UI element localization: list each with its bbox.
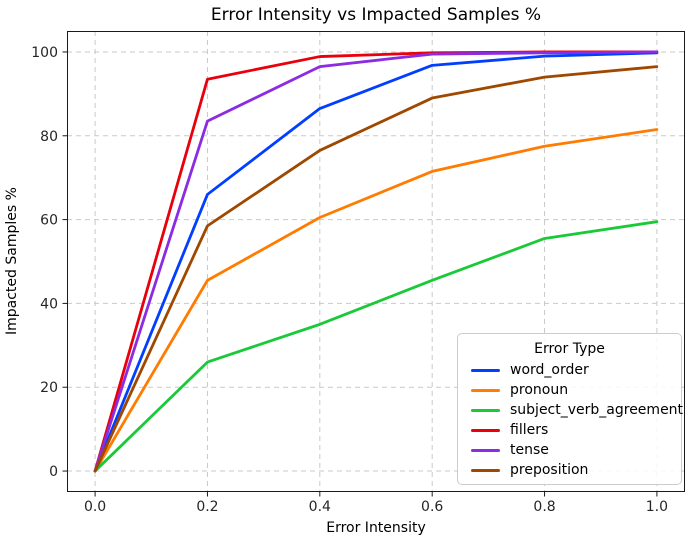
legend-item: word_order: [466, 360, 673, 380]
legend-label: fillers: [510, 422, 549, 438]
series-line-pronoun: [93, 128, 659, 473]
x-tick-label: 0.0: [84, 499, 106, 515]
series-line-subject_verb_agreement: [93, 220, 659, 473]
y-axis-label: Impacted Samples %: [4, 187, 20, 336]
legend-item: preposition: [466, 460, 673, 480]
x-axis-label: Error Intensity: [326, 520, 426, 536]
legend-line-swatch: [471, 468, 500, 472]
y-tick-label: 80: [40, 129, 58, 145]
legend-label: preposition: [510, 462, 589, 478]
legend-item: fillers: [466, 420, 673, 440]
legend-item: pronoun: [466, 380, 673, 400]
y-tick-label: 100: [31, 45, 58, 61]
x-tick-label: 0.2: [196, 499, 218, 515]
legend-line-swatch: [471, 448, 500, 452]
chart-title: Error Intensity vs Impacted Samples %: [210, 5, 542, 25]
legend-line-swatch: [471, 388, 500, 392]
legend-line-swatch: [471, 408, 500, 412]
y-tick-label: 0: [49, 464, 58, 480]
legend-line-swatch: [471, 368, 500, 372]
x-tick-label: 0.6: [421, 499, 443, 515]
legend-label: tense: [510, 442, 549, 458]
series-line-tense: [93, 50, 659, 473]
legend-title: Error Type: [534, 341, 605, 357]
legend-label: pronoun: [510, 382, 569, 398]
x-tick-label: 0.4: [309, 499, 331, 515]
plot-border: [67, 31, 685, 492]
series-line-preposition: [93, 65, 659, 473]
legend-line-swatch: [471, 428, 500, 432]
legend-item: tense: [466, 440, 673, 460]
y-tick-label: 60: [40, 213, 58, 229]
legend-item: subject_verb_agreement: [466, 400, 683, 420]
legend-label: subject_verb_agreement: [510, 402, 684, 418]
x-tick-label: 1.0: [646, 499, 668, 515]
legend-label: word_order: [510, 362, 589, 378]
x-tick-label: 0.8: [533, 499, 555, 515]
y-tick-label: 40: [40, 296, 58, 312]
series-line-word_order: [93, 51, 659, 473]
y-tick-label: 20: [40, 380, 58, 396]
